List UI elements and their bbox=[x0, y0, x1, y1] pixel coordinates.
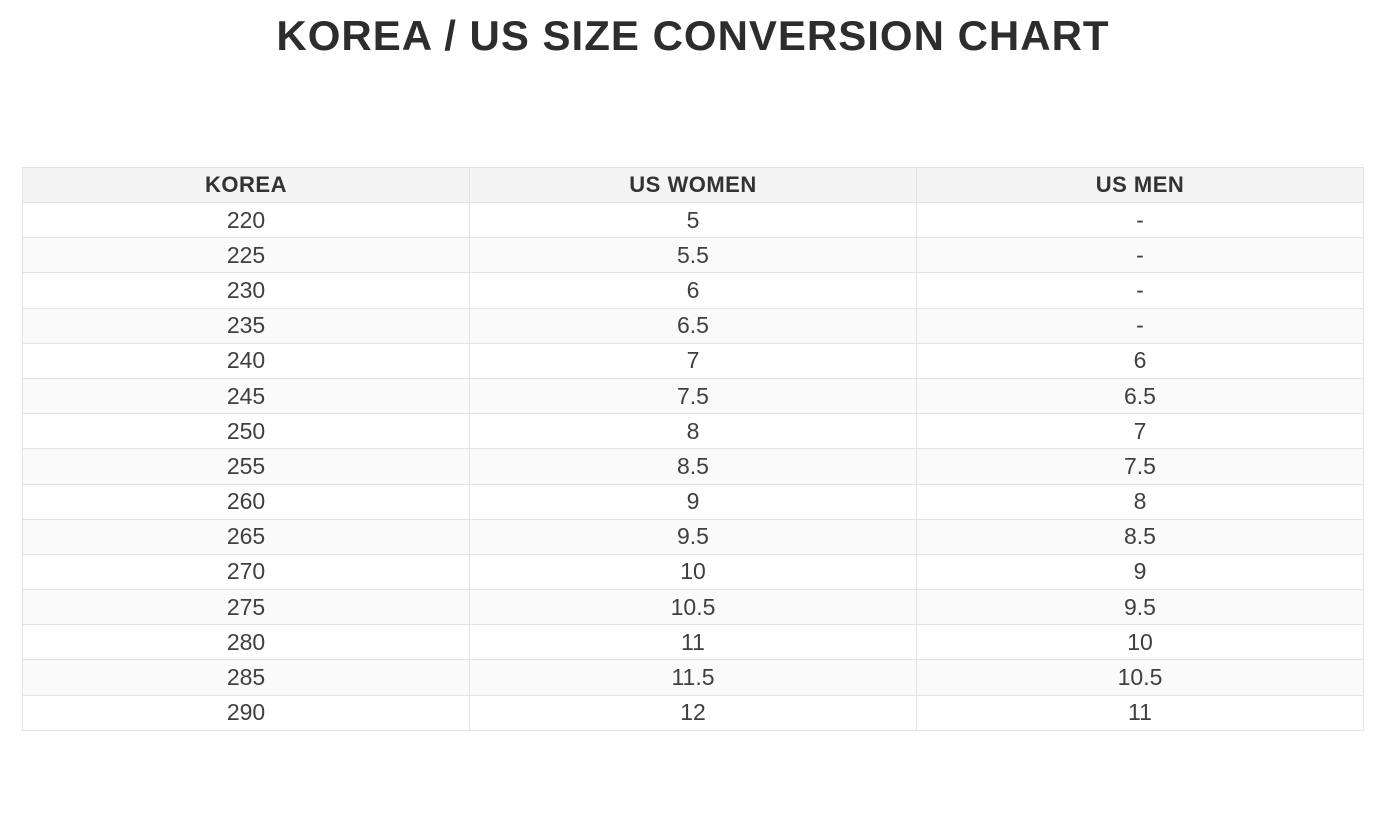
cell-korea: 250 bbox=[22, 413, 470, 450]
cell-korea: 290 bbox=[22, 694, 470, 731]
table-row: 235 6.5- bbox=[22, 307, 1364, 344]
conversion-table-container: KOREA US WOMEN US MEN 220 5-225 5.5-230 6-235… bbox=[22, 167, 1364, 731]
cell-korea: 255 bbox=[22, 448, 470, 485]
cell-us-men: 9 bbox=[916, 553, 1364, 591]
cell-us-men: 8 bbox=[916, 483, 1364, 520]
cell-us-women: 5 bbox=[469, 201, 917, 239]
cell-korea: 280 bbox=[22, 624, 470, 661]
table-row: 240 7 6 bbox=[22, 342, 1364, 379]
table-row: 225 5.5- bbox=[22, 237, 1364, 274]
table-row: 245 7.5 6.5 bbox=[22, 377, 1364, 415]
cell-us-men: 11 bbox=[916, 694, 1364, 731]
cell-us-women: 10 bbox=[469, 553, 917, 591]
cell-us-women: 10.5 bbox=[469, 589, 917, 626]
cell-us-women: 5.5 bbox=[469, 237, 917, 274]
table-row: 255 8.5 7.5 bbox=[22, 448, 1364, 485]
cell-korea: 270 bbox=[22, 553, 470, 591]
cell-us-women: 8 bbox=[469, 413, 917, 450]
cell-us-men: 10.5 bbox=[916, 659, 1364, 696]
page-title: KOREA / US SIZE CONVERSION CHART bbox=[276, 12, 1110, 59]
table-row: 280 11 10 bbox=[22, 624, 1364, 661]
cell-korea: 220 bbox=[22, 201, 470, 239]
cell-us-men: 6 bbox=[916, 342, 1364, 379]
table-row: 275 10.5 9.5 bbox=[22, 589, 1364, 626]
cell-korea: 240 bbox=[22, 342, 470, 379]
cell-korea: 245 bbox=[22, 377, 470, 415]
table-body: 220 5-225 5.5-230 6-235 6.5-240 7 6 245 7.5 6.5 25… bbox=[22, 201, 1364, 731]
cell-korea: 230 bbox=[22, 272, 470, 309]
table-row: 285 11.5 10.5 bbox=[22, 659, 1364, 696]
cell-korea: 235 bbox=[22, 307, 470, 344]
cell-korea: 265 bbox=[22, 518, 470, 555]
cell-us-women: 8.5 bbox=[469, 448, 917, 485]
cell-korea: 275 bbox=[22, 589, 470, 626]
cell-us-men: - bbox=[916, 307, 1364, 344]
cell-us-women: 12 bbox=[469, 694, 917, 731]
cell-us-men: 7.5 bbox=[916, 448, 1364, 485]
table-row: 260 9 8 bbox=[22, 483, 1364, 520]
cell-us-women: 11 bbox=[469, 624, 917, 661]
cell-us-men: 9.5 bbox=[916, 589, 1364, 626]
table-row: 270 10 9 bbox=[22, 553, 1364, 591]
column-header-korea: KOREA bbox=[22, 167, 470, 203]
cell-us-men: 7 bbox=[916, 413, 1364, 450]
cell-us-men: - bbox=[916, 237, 1364, 274]
table-row: 290 12 11 bbox=[22, 694, 1364, 731]
cell-us-women: 7.5 bbox=[469, 377, 917, 415]
cell-us-women: 9.5 bbox=[469, 518, 917, 555]
cell-us-women: 6 bbox=[469, 272, 917, 309]
cell-us-women: 7 bbox=[469, 342, 917, 379]
table-row: 230 6- bbox=[22, 272, 1364, 309]
cell-us-women: 9 bbox=[469, 483, 917, 520]
column-header-us-men: US MEN bbox=[916, 167, 1364, 203]
table-header-row: KOREA US WOMEN US MEN bbox=[22, 167, 1364, 203]
cell-us-men: 6.5 bbox=[916, 377, 1364, 415]
cell-us-men: - bbox=[916, 272, 1364, 309]
cell-us-women: 6.5 bbox=[469, 307, 917, 344]
cell-us-men: - bbox=[916, 201, 1364, 239]
cell-korea: 285 bbox=[22, 659, 470, 696]
table-row: 250 8 7 bbox=[22, 413, 1364, 450]
table-row: 265 9.5 8.5 bbox=[22, 518, 1364, 555]
table-row: 220 5- bbox=[22, 201, 1364, 239]
cell-korea: 260 bbox=[22, 483, 470, 520]
conversion-table: KOREA US WOMEN US MEN 220 5-225 5.5-230 6-235… bbox=[22, 167, 1364, 731]
cell-us-men: 8.5 bbox=[916, 518, 1364, 555]
cell-us-men: 10 bbox=[916, 624, 1364, 661]
column-header-us-women: US WOMEN bbox=[469, 167, 917, 203]
cell-korea: 225 bbox=[22, 237, 470, 274]
cell-us-women: 11.5 bbox=[469, 659, 917, 696]
table-head: KOREA US WOMEN US MEN bbox=[22, 167, 1364, 203]
